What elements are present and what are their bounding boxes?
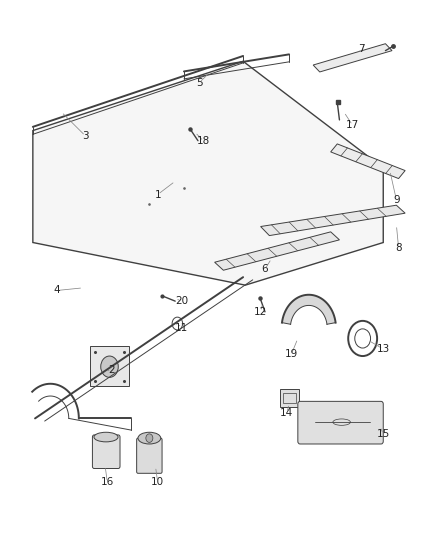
Ellipse shape: [138, 432, 161, 444]
FancyBboxPatch shape: [298, 401, 383, 444]
Text: 2: 2: [108, 366, 115, 375]
Text: 12: 12: [254, 307, 267, 317]
Text: 7: 7: [358, 44, 365, 54]
Text: 14: 14: [280, 408, 293, 418]
Polygon shape: [90, 346, 129, 386]
Text: 8: 8: [395, 243, 402, 253]
Text: 15: 15: [377, 430, 390, 439]
Text: 18: 18: [197, 136, 210, 146]
Ellipse shape: [94, 432, 118, 442]
Text: 3: 3: [82, 131, 89, 141]
Text: 11: 11: [175, 323, 188, 333]
Text: 5: 5: [196, 78, 203, 87]
Polygon shape: [33, 61, 383, 285]
Circle shape: [101, 356, 118, 377]
Text: 1: 1: [154, 190, 161, 199]
Text: 9: 9: [393, 195, 400, 205]
Polygon shape: [215, 232, 339, 270]
Circle shape: [146, 434, 153, 442]
Text: 19: 19: [285, 350, 298, 359]
Polygon shape: [282, 295, 336, 324]
Polygon shape: [261, 205, 405, 236]
Text: 4: 4: [53, 286, 60, 295]
Text: 17: 17: [346, 120, 359, 130]
Text: 6: 6: [261, 264, 268, 274]
FancyBboxPatch shape: [137, 438, 162, 473]
Polygon shape: [280, 389, 299, 407]
Polygon shape: [331, 144, 405, 179]
Text: 10: 10: [151, 478, 164, 487]
Text: 13: 13: [377, 344, 390, 354]
Polygon shape: [313, 44, 392, 72]
Text: 16: 16: [101, 478, 114, 487]
Text: 20: 20: [175, 296, 188, 306]
FancyBboxPatch shape: [92, 435, 120, 469]
